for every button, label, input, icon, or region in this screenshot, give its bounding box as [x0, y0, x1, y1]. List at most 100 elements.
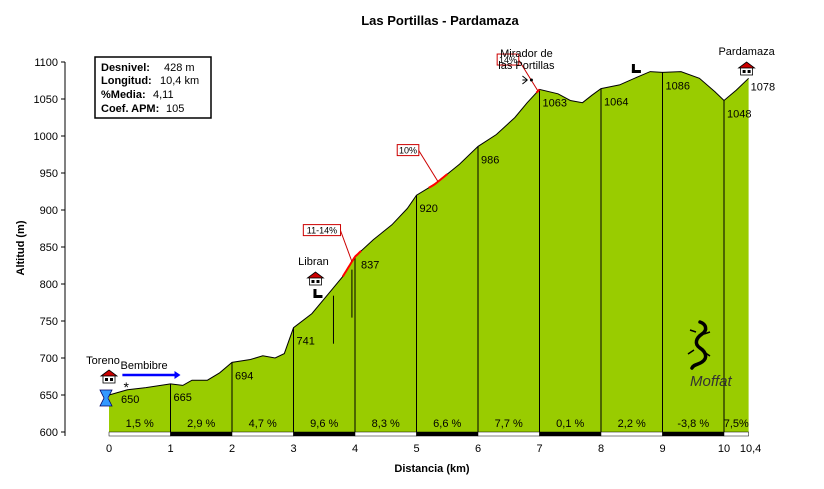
stat-key-apm: Coef. APM: [101, 103, 159, 115]
place-mirador-line2: las Portillas [498, 60, 555, 72]
segment-gradient-label: 8,3 % [372, 418, 400, 430]
y-tick-label: 750 [40, 316, 58, 328]
river-bembibre: Bembibre [121, 360, 181, 379]
place-libran: Libran [298, 256, 329, 268]
altitude-label: 1078 [751, 81, 775, 93]
stat-value-desnivel: 428 m [164, 62, 195, 74]
moffat-logo: Moffat [687, 320, 733, 390]
place-mirador-line1: Mirador de [500, 48, 553, 60]
chart-title: Las Portillas - Pardamaza [361, 13, 519, 28]
stat-value-media: 4,11 [153, 89, 174, 101]
stats-box: Desnivel: 428 m Longitud: 10,4 km %Media… [94, 56, 212, 119]
segment-gradient-label: 7,7 % [495, 418, 523, 430]
distance-bar-segment [600, 431, 663, 437]
x-tick-label: 9 [659, 443, 665, 455]
segment-gradient-label: 2,2 % [618, 418, 646, 430]
x-tick-label: 0 [106, 443, 112, 455]
x-tick-label: 7 [536, 443, 542, 455]
viewpoint-icon [522, 75, 533, 85]
segment-layer: 1,5 % 2,9 % 4,7 % 9,6 % 8,3 % 6,6 % 7,7 % 0,1 %… [108, 72, 749, 437]
altitude-label: 986 [481, 154, 499, 166]
max-gradient-leader [418, 150, 439, 182]
y-tick-label: 600 [40, 427, 58, 439]
water-icon [99, 389, 113, 407]
river-arrowhead [174, 371, 181, 379]
stat-key-media: %Media: [101, 89, 146, 101]
distance-bar-segment [539, 431, 602, 437]
distance-bar-segment [108, 431, 171, 437]
y-tick-label: 1100 [34, 57, 58, 69]
y-tick-label: 1000 [34, 131, 58, 143]
max-gradient-marker: 10% [396, 144, 439, 182]
x-tick-label: 8 [598, 443, 604, 455]
profile-line [108, 71, 749, 396]
altitude-label: 1086 [666, 80, 690, 92]
segment-gradient-label: 2,9 % [187, 418, 215, 430]
house-icon [99, 369, 119, 384]
altitude-label: 1064 [604, 97, 628, 109]
distance-bar-segment [231, 431, 294, 437]
distance-bar-segment [170, 431, 233, 437]
x-tick-label: 2 [229, 443, 235, 455]
x-axis-label: Distancia (km) [394, 463, 470, 475]
max-gradient-label: 11-14% [307, 226, 337, 236]
max-gradient-box [496, 53, 520, 66]
segment-gradient-label: -3,8 % [677, 418, 709, 430]
lizard-icon [690, 320, 708, 370]
y-tick-label: 950 [40, 168, 58, 180]
distance-bar-segment [723, 431, 749, 437]
y-tick-label: 900 [40, 205, 58, 217]
altitude-label: 1048 [727, 108, 751, 120]
x-tick-label: 1 [167, 443, 173, 455]
stat-value-apm: 105 [166, 103, 184, 115]
x-tick-label: 4 [352, 443, 358, 455]
segment-gradient-label: 9,6 % [310, 418, 338, 430]
altitude-label: 837 [361, 260, 379, 272]
max-gradient-label: 10% [399, 146, 417, 156]
y-tick-label: 650 [40, 390, 58, 402]
x-tick-label: 5 [413, 443, 419, 455]
altitude-label: 665 [174, 392, 192, 404]
river-label: Bembibre [121, 360, 168, 372]
segment-gradient-label: 6,6 % [433, 418, 461, 430]
altitude-label: 650 [121, 394, 139, 406]
x-tick-label: 10,4 [740, 443, 761, 455]
y-axis-label: Altitud (m) [15, 220, 27, 275]
segment-gradient-label: 7,5% [724, 418, 749, 430]
max-gradient-box [396, 144, 420, 157]
place-pardamaza: Pardamaza [718, 46, 775, 58]
x-tick-label: 6 [475, 443, 481, 455]
altitude-label: 920 [420, 203, 438, 215]
junction-icon: * [123, 379, 129, 395]
distance-bar-segment [477, 431, 540, 437]
stat-key-desnivel: Desnivel: [101, 62, 150, 74]
altitude-label: 741 [297, 336, 315, 348]
church-icon [631, 64, 641, 73]
y-tick-label: 850 [40, 242, 58, 254]
distance-bar-segment [354, 431, 417, 437]
axis-layer: 600 650 700 750 800 850 900 950 1000 1050 1100 0 1 2 3… [34, 57, 762, 455]
max-gradient-marker: 11-14% [302, 224, 353, 262]
house-icon [737, 61, 756, 76]
altitude-label: 694 [235, 370, 253, 382]
y-tick-label: 700 [40, 353, 58, 365]
segment-gradient-label: 4,7 % [249, 418, 277, 430]
profile-area-layer [108, 71, 749, 432]
distance-bar-segment [293, 431, 356, 437]
stat-key-longitud: Longitud: [101, 75, 152, 87]
max-gradient-marker: 14% [496, 53, 539, 92]
max-gradient-leader [340, 230, 353, 262]
profile-fill [109, 71, 749, 432]
gradient-marker-layer: 11-14% 10% 14% [302, 53, 541, 278]
x-tick-label: 10 [718, 443, 730, 455]
max-gradient-leader [518, 59, 539, 92]
distance-bar-segment [416, 431, 479, 437]
segment-gradient-label: 0,1 % [556, 418, 584, 430]
segment-gradient-label: 1,5 % [126, 418, 154, 430]
place-toreno: Toreno [86, 355, 120, 367]
x-tick-label: 3 [290, 443, 296, 455]
church-icon [313, 289, 323, 298]
stats-box-frame [94, 56, 212, 119]
